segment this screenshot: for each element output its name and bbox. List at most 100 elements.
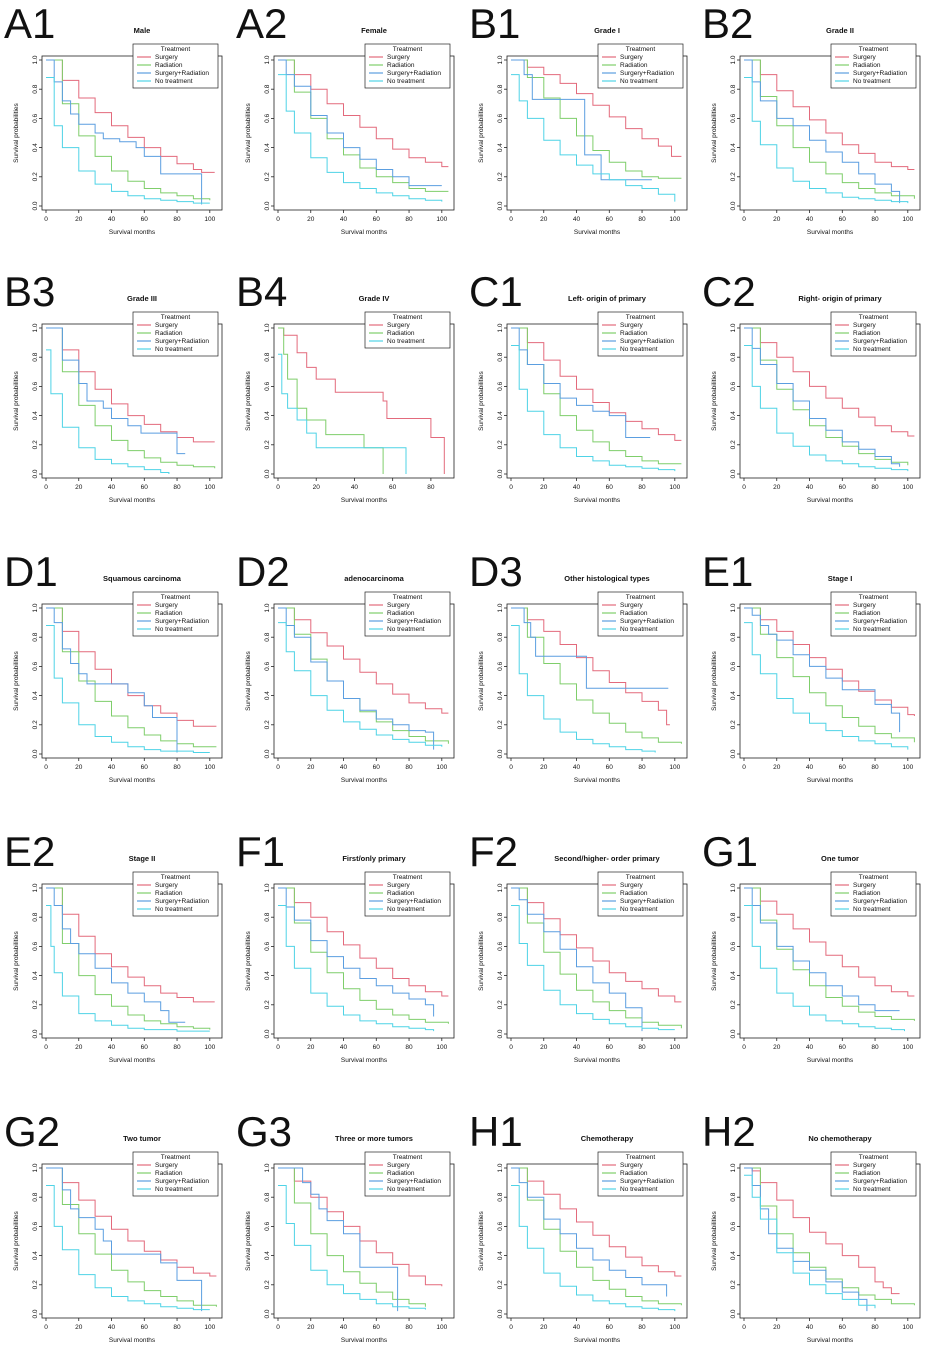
- y-tick-label: 0.0: [497, 1029, 504, 1038]
- legend-item: Radiation: [853, 62, 881, 69]
- legend-item: Surgery+Radiation: [853, 618, 907, 625]
- plot-frame: [506, 603, 688, 759]
- km-chart-c1: C1 Left- origin of primary 0.0 0.2 0.4 0.6 0.8…: [469, 268, 688, 504]
- y-tick-label: 0.6: [264, 114, 271, 123]
- legend-item: Surgery+Radiation: [620, 1178, 674, 1185]
- x-tick-label: 100: [669, 484, 680, 491]
- y-axis-label: Survival probabilities: [711, 102, 718, 162]
- legend-item: Radiation: [620, 330, 648, 337]
- y-tick-label: 0.4: [32, 1251, 39, 1260]
- chart-panel-e2: E2 Stage II 0.0 0.2 0.4 0.6 0.8 1.0 0 20 40 60 80 100…: [0, 828, 232, 1070]
- legend-item: Surgery: [155, 322, 179, 329]
- plot-frame: [41, 323, 223, 479]
- x-tick-label: 80: [173, 764, 181, 771]
- legend-item: Surgery+Radiation: [620, 338, 674, 345]
- y-tick-label: 0.8: [32, 352, 39, 361]
- x-tick-label: 80: [405, 1044, 413, 1051]
- km-chart-d3: D3 Other histological types 0.0 0.2 0.4 0.6 0.…: [469, 548, 688, 784]
- y-tick-label: 0.8: [497, 1192, 504, 1201]
- y-tick-label: 0.2: [497, 1000, 504, 1009]
- y-tick-label: 1.0: [497, 1163, 504, 1172]
- x-axis-label: Survival months: [574, 229, 621, 236]
- x-tick-label: 0: [742, 764, 746, 771]
- y-tick-label: 0.8: [32, 632, 39, 641]
- x-tick-label: 100: [204, 216, 215, 223]
- series-line-surgery-radiation: [511, 1167, 668, 1297]
- series-line-surgery: [46, 1167, 217, 1277]
- y-tick-label: 0.4: [497, 1251, 504, 1260]
- chart-panel-f1: F1 First/only primary 0.0 0.2 0.4 0.6 0.8 1.0 0 2…: [232, 828, 464, 1070]
- km-chart-b4: B4 Grade IV 0.0 0.2 0.4 0.6 0.8 1.0 0 20 40 60 80 Sur…: [236, 268, 455, 504]
- y-tick-label: 1.0: [264, 1163, 271, 1172]
- y-tick-label: 0.0: [264, 749, 271, 758]
- legend-title: Treatment: [161, 1154, 191, 1161]
- y-tick-label: 0.8: [264, 84, 271, 93]
- legend-title: Treatment: [161, 874, 191, 881]
- legend-item: Surgery: [620, 322, 644, 329]
- x-tick-label: 20: [75, 1044, 83, 1051]
- series-line-surgery: [278, 327, 445, 474]
- x-tick-label: 40: [108, 764, 116, 771]
- x-tick-label: 100: [669, 216, 680, 223]
- y-tick-label: 0.8: [497, 84, 504, 93]
- x-tick-label: 20: [75, 216, 83, 223]
- y-tick-label: 0.8: [32, 84, 39, 93]
- legend-item: Surgery+Radiation: [155, 1178, 209, 1185]
- legend-item: Radiation: [387, 62, 415, 69]
- legend-item: Surgery+Radiation: [853, 898, 907, 905]
- x-axis-label: Survival months: [574, 777, 621, 784]
- legend-item: Surgery+Radiation: [620, 618, 674, 625]
- x-tick-label: 80: [871, 1324, 879, 1331]
- legend: TreatmentSurgeryRadiationSurgery+Radiati…: [132, 1151, 219, 1197]
- legend-item: No treatment: [620, 626, 658, 633]
- legend-title: Treatment: [393, 314, 423, 321]
- chart-panel-g2: G2 Two tumor 0.0 0.2 0.4 0.6 0.8 1.0 0 20 40 60 80 10…: [0, 1108, 232, 1350]
- legend: TreatmentSurgeryRadiationSurgery+Radiati…: [364, 1151, 451, 1197]
- legend-item: Radiation: [853, 610, 881, 617]
- y-tick-label: 0.4: [730, 1251, 737, 1260]
- km-chart-d2: D2 adenocarcinoma 0.0 0.2 0.4 0.6 0.8 1.0 0 20 40 6…: [236, 548, 455, 784]
- series-line-surgery-radiation: [511, 327, 651, 438]
- x-axis-label: Survival months: [574, 1337, 621, 1344]
- legend-item: Surgery: [155, 1162, 179, 1169]
- plot-frame: [506, 323, 688, 479]
- legend-item: Surgery+Radiation: [620, 70, 674, 77]
- y-tick-label: 0.4: [730, 691, 737, 700]
- series-line-surgery: [511, 59, 682, 157]
- y-tick-label: 0.2: [264, 172, 271, 181]
- y-tick-label: 0.6: [32, 114, 39, 123]
- chart-title: Two tumor: [123, 1134, 161, 1143]
- panel-label: A1: [4, 0, 55, 47]
- x-tick-label: 40: [806, 484, 814, 491]
- x-tick-label: 0: [509, 484, 513, 491]
- y-tick-label: 0.2: [730, 440, 737, 449]
- legend-item: No treatment: [387, 1186, 425, 1193]
- y-tick-label: 1.0: [264, 323, 271, 332]
- x-tick-label: 60: [839, 764, 847, 771]
- y-tick-label: 0.6: [264, 662, 271, 671]
- y-tick-label: 0.6: [497, 382, 504, 391]
- km-chart-d1: D1 Squamous carcinoma 0.0 0.2 0.4 0.6 0.8 1.0 0 2…: [4, 548, 223, 784]
- x-tick-label: 100: [204, 764, 215, 771]
- x-tick-label: 20: [540, 216, 548, 223]
- chart-panel-h1: H1 Chemotherapy 0.0 0.2 0.4 0.6 0.8 1.0 0 20 40 60 8…: [465, 1108, 697, 1350]
- x-tick-label: 40: [108, 1324, 116, 1331]
- legend-title: Treatment: [161, 46, 191, 53]
- x-tick-label: 20: [75, 1324, 83, 1331]
- x-axis-label: Survival months: [807, 229, 854, 236]
- series-line-surgery-radiation: [744, 59, 901, 204]
- legend-box: [597, 43, 684, 89]
- chart-title: One tumor: [821, 854, 859, 863]
- plot-frame: [739, 603, 921, 759]
- series-line-no-treatment: [278, 905, 435, 1032]
- chart-title: Second/higher- order primary: [554, 854, 660, 863]
- legend: TreatmentSurgeryRadiationSurgery+Radiati…: [364, 591, 451, 637]
- series-line-radiation: [511, 607, 682, 744]
- panel-label: B4: [236, 268, 287, 315]
- legend-item: Radiation: [387, 890, 415, 897]
- x-tick-label: 20: [540, 764, 548, 771]
- x-tick-label: 20: [540, 1324, 548, 1331]
- legend-item: Surgery: [387, 602, 411, 609]
- x-tick-label: 0: [276, 1044, 280, 1051]
